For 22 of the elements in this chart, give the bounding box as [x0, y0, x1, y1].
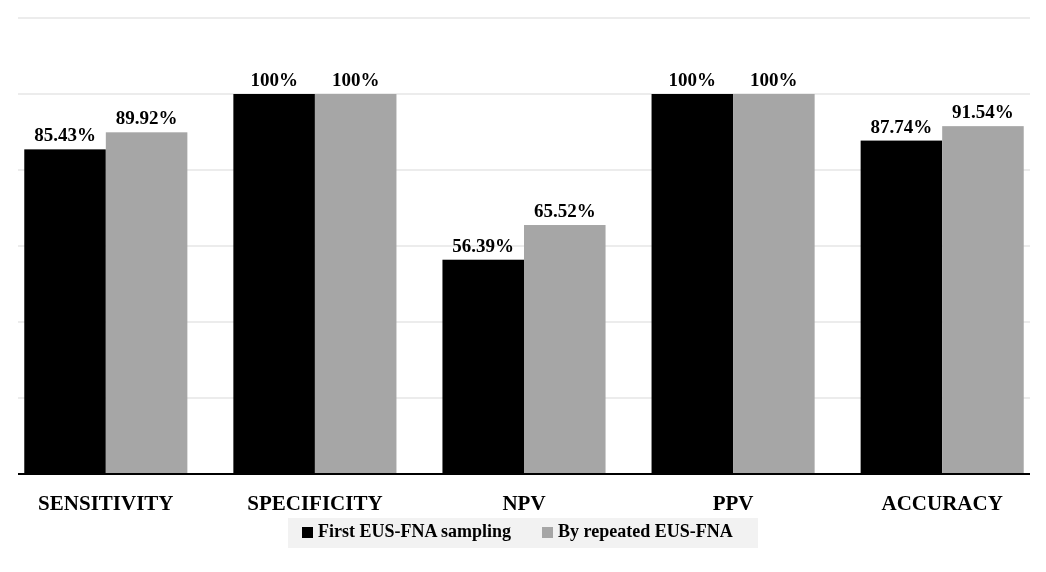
data-label: 56.39%: [452, 234, 515, 256]
bar: [524, 225, 606, 474]
x-tick-label: SPECIFICITY: [247, 491, 383, 515]
x-tick-label: PPV: [712, 491, 754, 515]
x-tick-label: SENSITIVITY: [38, 491, 174, 515]
x-tick-label: ACCURACY: [881, 491, 1003, 515]
data-label: 100%: [668, 69, 717, 90]
legend-label: First EUS-FNA sampling: [318, 521, 512, 542]
bar: [942, 126, 1024, 474]
data-label: 87.74%: [870, 115, 933, 137]
x-tick-label: NPV: [502, 491, 546, 515]
data-label: 91.54%: [952, 101, 1014, 123]
data-label: 89.92%: [115, 107, 178, 129]
data-label: 85.43%: [34, 124, 96, 146]
data-label: 100%: [331, 69, 380, 90]
legend-label: By repeated EUS-FNA: [558, 521, 733, 542]
data-label: 100%: [250, 69, 298, 90]
data-label: 100%: [750, 69, 798, 90]
bar: [733, 94, 815, 474]
bar: [105, 132, 188, 474]
data-label: 65.52%: [533, 200, 596, 222]
bar: [314, 94, 397, 474]
